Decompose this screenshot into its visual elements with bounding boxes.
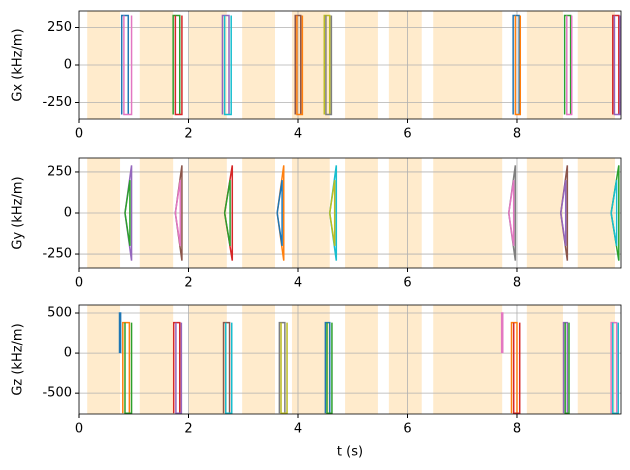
series-line (172, 14, 181, 115)
x-tick-label: 0 (75, 127, 83, 142)
x-tick-label: 8 (513, 127, 521, 142)
axes-frame (78, 10, 622, 120)
series-line (326, 322, 333, 414)
span (577, 305, 615, 414)
series-line (566, 15, 573, 116)
axes-frame (78, 157, 622, 269)
span (526, 305, 563, 414)
y-tick-label: -500 (42, 386, 72, 401)
plot-area (79, 305, 621, 414)
series-line (122, 321, 131, 414)
series-line (224, 322, 233, 414)
span (388, 305, 422, 414)
x-tick-label: 2 (184, 422, 192, 437)
series-line (323, 14, 331, 115)
y-tick-label: 250 (47, 164, 72, 179)
series-line (514, 15, 522, 116)
x-tick-label: 0 (75, 422, 83, 437)
series-line (329, 180, 336, 246)
span (433, 305, 503, 414)
x-tick-label: 6 (403, 276, 411, 291)
series-line (276, 180, 283, 246)
series-line (120, 14, 130, 115)
x-tick-label: 2 (184, 127, 192, 142)
plot-area (79, 11, 621, 119)
series-line (613, 15, 621, 116)
series-line (294, 14, 302, 115)
y-axis-label: Gy (kHz/m) (11, 176, 26, 249)
x-tick-label: 8 (513, 276, 521, 291)
span (345, 305, 378, 414)
series-line (174, 15, 183, 116)
span (87, 305, 121, 414)
series-line (223, 15, 232, 116)
series-line (512, 14, 520, 115)
x-axis-label: t (s) (337, 445, 363, 460)
series-line (280, 322, 288, 414)
y-tick-label: 500 (47, 306, 72, 321)
x-tick-label: 0 (75, 276, 83, 291)
span (242, 305, 275, 414)
span (139, 305, 174, 414)
series-line (612, 322, 620, 414)
x-tick-label: 4 (294, 276, 302, 291)
series-line (223, 180, 231, 246)
span (189, 305, 227, 414)
panel: 0 2 4 6 8 -250 0 250 Gx (kHz/m) (11, 10, 622, 142)
x-tick-label: 6 (403, 422, 411, 437)
y-tick-label: -250 (42, 247, 72, 262)
series-line (563, 14, 572, 115)
series-line (560, 180, 567, 246)
series-line (175, 322, 183, 414)
y-tick-label: 250 (47, 20, 72, 35)
series-line (222, 321, 231, 414)
series-line (124, 322, 133, 414)
series-line (325, 15, 333, 116)
series-line (564, 322, 570, 414)
panel: 0 2 4 6 8 -500 0 500 Gz (kHz/m) t (s) (11, 304, 622, 460)
series-line (610, 321, 618, 414)
x-tick-label: 4 (294, 422, 302, 437)
y-axis-label: Gx (kHz/m) (11, 28, 26, 101)
series-line (123, 15, 133, 116)
axes-frame (78, 304, 622, 415)
series-line (610, 180, 618, 246)
series-line (278, 321, 286, 414)
y-axis-label: Gz (kHz/m) (11, 323, 26, 395)
series-line (296, 15, 304, 116)
y-tick-label: 0 (64, 346, 72, 361)
x-tick-label: 4 (294, 127, 302, 142)
x-tick-label: 8 (513, 422, 521, 437)
series-line (124, 180, 131, 246)
x-tick-label: 2 (184, 276, 192, 291)
series-line (500, 312, 504, 354)
y-tick-label: 0 (64, 206, 72, 221)
series-line (512, 322, 521, 414)
plot-area (79, 158, 621, 268)
series-line (508, 180, 515, 246)
y-tick-label: -250 (42, 95, 72, 110)
series-line (612, 14, 620, 115)
series-line (118, 312, 122, 354)
series-line (172, 321, 181, 414)
series-line (221, 14, 230, 115)
series-line (174, 180, 182, 246)
y-tick-label: 0 (64, 58, 72, 73)
x-tick-label: 6 (403, 127, 411, 142)
